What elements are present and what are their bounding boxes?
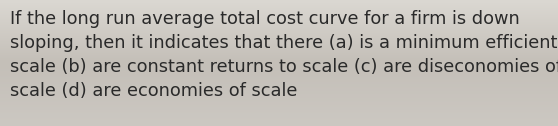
Text: If the long run average total cost curve for a firm is down
sloping, then it ind: If the long run average total cost curve… bbox=[10, 10, 558, 100]
